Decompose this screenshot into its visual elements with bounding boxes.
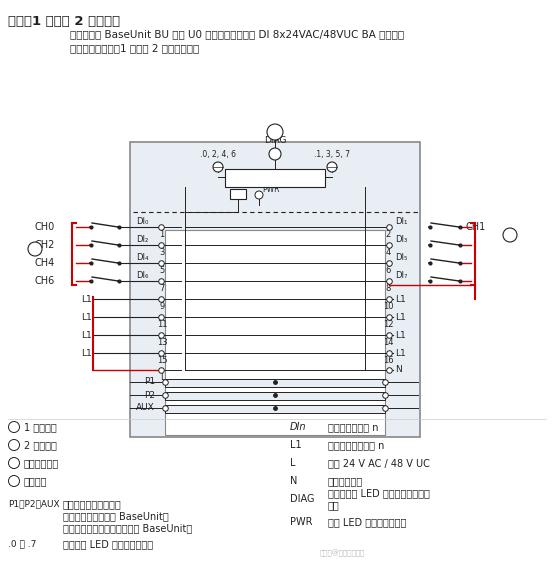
Text: L1: L1 [81,312,92,321]
Circle shape [8,476,19,486]
Bar [165,379,385,387]
Text: L: L [290,458,295,468]
Text: DI₇: DI₇ [395,271,407,280]
Text: CH6: CH6 [35,276,55,286]
Text: CH0: CH0 [35,222,55,232]
Bar [165,405,385,413]
Text: L1: L1 [395,312,406,321]
Circle shape [8,439,19,451]
Text: PWR: PWR [290,517,312,527]
Text: 1 线制连接: 1 线制连接 [24,422,57,432]
Bar [165,230,385,435]
Text: 自装配的内部电压总线: 自装配的内部电压总线 [63,499,122,509]
Text: L: L [160,373,165,382]
Text: 输入电路: 输入电路 [24,476,48,486]
Circle shape [8,421,19,433]
Text: ③: ③ [11,459,17,468]
Text: 电源 LED 指示灯（绿色）: 电源 LED 指示灯（绿色） [328,517,407,527]
Circle shape [8,458,19,468]
Text: 16: 16 [383,356,393,365]
Circle shape [255,191,263,199]
Text: ④: ④ [11,476,17,485]
Text: DIAG: DIAG [290,494,315,504]
Text: 搜狐号@智能制造先锋: 搜狐号@智能制造先锋 [320,549,365,557]
Text: 12: 12 [383,320,393,329]
Text: 错误或诊断 LED 指示灯（绿色、红
色）: 错误或诊断 LED 指示灯（绿色、红 色） [328,488,430,510]
Text: ②: ② [506,231,514,239]
Text: ①: ① [31,244,39,253]
Text: CH2: CH2 [34,240,55,250]
Text: L1: L1 [395,349,406,358]
Text: ③: ③ [271,128,279,137]
Text: P1、P2、AUX: P1、P2、AUX [8,499,60,508]
Text: DIAG: DIAG [264,136,286,145]
Text: 连接：1 线制和 2 线制连接: 连接：1 线制和 2 线制连接 [8,15,120,28]
Text: 6: 6 [386,266,391,275]
Text: ④: ④ [270,173,279,183]
Text: 3: 3 [160,248,165,257]
Text: 11: 11 [157,320,167,329]
Text: 2 线制连接: 2 线制连接 [24,440,57,450]
Text: DI₆: DI₆ [136,271,148,280]
Text: 15: 15 [157,356,167,365]
Text: DI₂: DI₂ [136,235,148,244]
Bar [130,142,420,437]
Text: AUX: AUX [136,404,155,413]
Text: L1: L1 [81,331,92,340]
Circle shape [269,148,281,160]
Bar [230,189,246,199]
Text: 14: 14 [383,338,393,347]
Circle shape [503,228,517,242]
Text: P1: P1 [144,378,155,387]
Text: 电源 24 V AC / 48 V UC: 电源 24 V AC / 48 V UC [328,458,430,468]
Text: DI₄: DI₄ [136,253,148,262]
Text: DI₁: DI₁ [395,217,407,226]
Text: 下图显示了 BaseUnit BU 类型 U0 中数字量输出模块 DI 8x24VAC/48VUC BA 的方框图
和端子分配示例（1 线制和 2 线制连接）。: 下图显示了 BaseUnit BU 类型 U0 中数字量输出模块 DI 8x24… [70,29,404,53]
Text: ②: ② [11,441,17,450]
Text: DI₃: DI₃ [395,235,407,244]
Text: PWR: PWR [262,184,280,193]
Text: ①: ① [11,422,17,431]
Circle shape [213,162,223,172]
Circle shape [327,162,337,172]
Text: N: N [290,476,297,486]
Text: 2 A: 2 A [232,191,244,197]
Text: L1: L1 [395,294,406,303]
Text: 背板总线接口: 背板总线接口 [24,458,59,468]
Text: .0, 2, 4, 6: .0, 2, 4, 6 [200,150,236,159]
Text: DIn: DIn [290,422,306,432]
Text: 8: 8 [386,284,391,293]
Text: 连接左侧模块（深色 BaseUnit）: 连接左侧模块（深色 BaseUnit） [63,511,169,521]
Text: .0 到 .7: .0 到 .7 [8,539,37,548]
Text: DI₅: DI₅ [395,253,407,262]
Text: L1: L1 [395,331,406,340]
Text: 5: 5 [160,266,165,275]
Circle shape [267,124,283,140]
Text: 通道状态 LED 指示灯（绿色）: 通道状态 LED 指示灯（绿色） [63,539,153,549]
Text: N: N [395,366,402,374]
Text: P2: P2 [144,391,155,400]
Text: 输入信号，通道 n: 输入信号，通道 n [328,422,378,432]
Text: 中性导线连接: 中性导线连接 [328,476,363,486]
Text: 断开与左侧模块的连接（浅色 BaseUnit）: 断开与左侧模块的连接（浅色 BaseUnit） [63,523,192,533]
Text: ✕: ✕ [272,151,278,157]
Text: DI₀: DI₀ [136,217,148,226]
Text: CH4: CH4 [35,258,55,268]
Bar [165,392,385,400]
Text: 13: 13 [157,338,167,347]
Text: 编码器电源，通道 n: 编码器电源，通道 n [328,440,384,450]
Text: L1: L1 [290,440,301,450]
Text: L1: L1 [81,349,92,358]
Text: .1, 3, 5, 7: .1, 3, 5, 7 [314,150,350,159]
Text: 7: 7 [160,284,165,293]
Text: CH1: CH1 [465,222,485,232]
Circle shape [28,242,42,256]
Text: 4: 4 [386,248,391,257]
Text: 9: 9 [160,302,165,311]
Bar [225,169,325,187]
Text: L1: L1 [81,294,92,303]
Text: 1: 1 [160,230,165,239]
Text: 10: 10 [383,302,393,311]
Text: 2: 2 [386,230,391,239]
